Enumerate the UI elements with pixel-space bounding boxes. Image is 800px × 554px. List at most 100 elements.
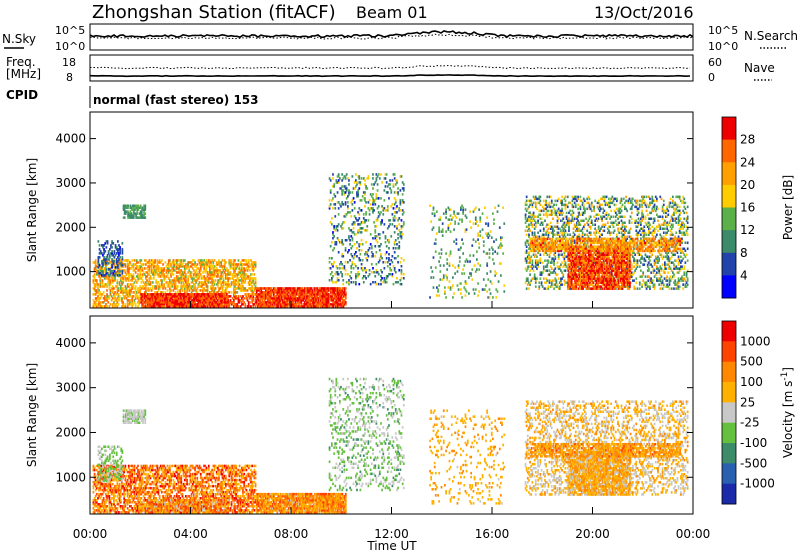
- power-cell: [455, 216, 458, 219]
- power-cell: [201, 295, 203, 298]
- power-cell: [357, 193, 359, 196]
- power-cell: [436, 294, 438, 297]
- power-cell: [208, 305, 211, 308]
- power-cell: [233, 259, 235, 262]
- power-cell: [250, 259, 252, 262]
- power-cell: [263, 295, 266, 298]
- power-cell: [124, 305, 127, 308]
- power-cell: [386, 261, 389, 264]
- power-cell: [102, 291, 105, 294]
- power-cell: [186, 281, 188, 284]
- power-cell: [111, 279, 114, 282]
- power-cell: [185, 299, 188, 302]
- power-cell: [180, 275, 183, 278]
- power-cell: [344, 213, 347, 216]
- power-cell: [203, 259, 206, 262]
- power-cell: [252, 295, 255, 298]
- power-cell: [143, 291, 146, 294]
- power-cell: [138, 303, 140, 306]
- power-cell: [116, 283, 119, 286]
- power-cell: [331, 303, 333, 306]
- power-cell: [342, 293, 345, 296]
- power-cell: [336, 271, 339, 274]
- power-cell: [171, 279, 174, 282]
- power-cell: [368, 213, 371, 216]
- power-cell: [161, 291, 163, 294]
- power-cell: [147, 265, 150, 268]
- power-cell: [446, 258, 449, 261]
- power-cell: [133, 269, 136, 272]
- freq-panel-frame: [89, 54, 694, 82]
- power-cell: [397, 191, 399, 194]
- power-cell: [322, 305, 324, 308]
- power-cell: [137, 267, 139, 270]
- power-cell: [399, 235, 402, 238]
- power-cell: [130, 289, 132, 292]
- power-cell: [200, 301, 203, 304]
- power-cell: [342, 203, 345, 206]
- power-cell: [102, 274, 104, 277]
- power-cell: [365, 185, 367, 188]
- power-cell: [136, 212, 139, 215]
- power-cell: [189, 297, 192, 300]
- power-cell: [343, 267, 346, 270]
- power-cell: [146, 305, 148, 308]
- power-cell: [94, 259, 97, 262]
- power-cell: [127, 289, 130, 292]
- power-cell: [324, 297, 327, 300]
- power-cell: [342, 282, 345, 286]
- power-cell: [226, 275, 228, 278]
- power-cell: [357, 223, 359, 226]
- power-cell: [286, 303, 289, 306]
- power-cell: [316, 301, 319, 304]
- power-cell: [263, 305, 266, 308]
- power-cell: [333, 225, 336, 228]
- power-cell: [119, 262, 121, 265]
- power-cell: [447, 206, 450, 209]
- power-cell: [402, 259, 405, 262]
- power-cell: [219, 277, 222, 280]
- power-cell: [450, 286, 453, 289]
- power-cell: [340, 293, 343, 296]
- power-cell: [171, 303, 173, 306]
- power-cell: [138, 277, 140, 280]
- power-cell: [283, 303, 285, 306]
- power-cell: [437, 290, 439, 293]
- power-cell: [260, 287, 263, 290]
- power-cell: [341, 185, 344, 188]
- power-cell: [183, 267, 186, 270]
- power-cell: [129, 303, 131, 306]
- power-cell: [214, 273, 217, 276]
- power-cell: [577, 195, 579, 199]
- power-cell: [188, 295, 191, 298]
- power-cell: [370, 195, 373, 198]
- power-cell: [299, 301, 301, 304]
- power-cell: [153, 263, 155, 266]
- power-cell: [235, 287, 238, 290]
- power-cell: [273, 293, 275, 296]
- power-cell: [243, 273, 246, 276]
- power-cell: [123, 210, 126, 213]
- power-cell: [304, 295, 307, 298]
- noise-left-tick-top: 10^5: [55, 24, 85, 37]
- power-cell: [267, 301, 269, 304]
- power-cell: [465, 228, 468, 231]
- power-cell: [148, 269, 151, 272]
- power-cell: [237, 295, 240, 298]
- power-cell: [401, 199, 404, 202]
- power-cell: [243, 263, 246, 266]
- power-cell: [172, 279, 175, 282]
- power-cell: [205, 265, 208, 268]
- power-cell: [341, 305, 344, 308]
- power-cell: [102, 262, 104, 265]
- power-cell: [199, 301, 202, 304]
- power-cell: [262, 291, 265, 294]
- power-cell: [376, 219, 379, 222]
- power-cell: [342, 279, 345, 282]
- power-cell: [257, 295, 259, 298]
- power-cell: [235, 263, 238, 266]
- power-cell: [236, 263, 239, 266]
- power-cell: [126, 285, 129, 288]
- power-cell: [252, 297, 255, 300]
